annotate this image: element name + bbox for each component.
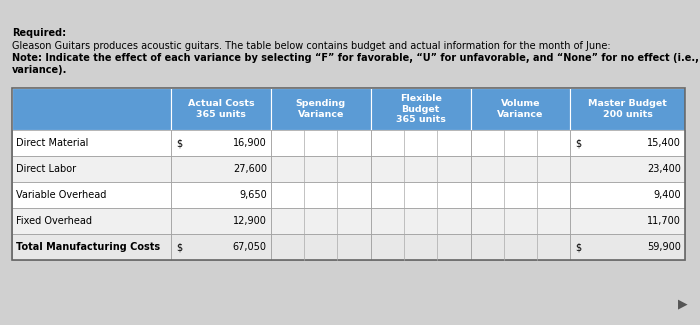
Text: Master Budget
200 units: Master Budget 200 units (588, 99, 667, 119)
Bar (570, 130, 685, 156)
Bar (12, 182, 171, 208)
Bar (371, 208, 470, 234)
Text: $: $ (575, 138, 582, 148)
Bar (12, 234, 171, 260)
Text: Flexible
Budget
365 units: Flexible Budget 365 units (395, 94, 445, 124)
Bar (171, 208, 271, 234)
Text: $: $ (575, 242, 582, 252)
Bar (570, 88, 685, 130)
Text: 67,050: 67,050 (233, 242, 267, 252)
Bar (12, 130, 171, 156)
Bar (371, 234, 470, 260)
Text: 23,400: 23,400 (647, 164, 681, 174)
Text: 9,650: 9,650 (239, 190, 267, 200)
Text: Spending
Variance: Spending Variance (295, 99, 346, 119)
Bar (171, 234, 271, 260)
Text: Volume
Variance: Volume Variance (497, 99, 544, 119)
Text: $: $ (176, 138, 182, 148)
Bar (271, 182, 371, 208)
Bar (470, 234, 570, 260)
Bar (470, 130, 570, 156)
Bar (371, 130, 470, 156)
Bar (271, 130, 371, 156)
Text: $: $ (176, 242, 182, 252)
Text: Fixed Overhead: Fixed Overhead (16, 216, 92, 226)
Bar (271, 208, 371, 234)
Text: Direct Labor: Direct Labor (16, 164, 76, 174)
Text: 59,900: 59,900 (647, 242, 681, 252)
Bar (12, 208, 171, 234)
Text: Variable Overhead: Variable Overhead (16, 190, 106, 200)
Text: Note: Indicate the effect of each variance by selecting “F” for favorable, “U” f: Note: Indicate the effect of each varian… (12, 53, 700, 63)
Bar (371, 88, 470, 130)
Bar (171, 182, 271, 208)
Bar (470, 156, 570, 182)
Bar (271, 234, 371, 260)
Bar (171, 88, 271, 130)
Text: Required:: Required: (12, 28, 66, 38)
Bar (171, 130, 271, 156)
Text: 27,600: 27,600 (233, 164, 267, 174)
Bar (470, 88, 570, 130)
Text: Direct Material: Direct Material (16, 138, 88, 148)
Bar (371, 182, 470, 208)
Text: 11,700: 11,700 (647, 216, 681, 226)
Text: ▶: ▶ (678, 297, 688, 310)
Bar (12, 88, 685, 260)
Bar (12, 88, 171, 130)
Text: Actual Costs
365 units: Actual Costs 365 units (188, 99, 254, 119)
Text: Total Manufacturing Costs: Total Manufacturing Costs (16, 242, 160, 252)
Bar (570, 234, 685, 260)
Bar (271, 88, 371, 130)
Bar (470, 208, 570, 234)
Bar (371, 156, 470, 182)
Bar (470, 182, 570, 208)
Text: 9,400: 9,400 (653, 190, 681, 200)
Bar (271, 156, 371, 182)
Bar (570, 208, 685, 234)
Bar (171, 156, 271, 182)
Text: Gleason Guitars produces acoustic guitars. The table below contains budget and a: Gleason Guitars produces acoustic guitar… (12, 41, 610, 51)
Bar (570, 182, 685, 208)
Text: 16,900: 16,900 (233, 138, 267, 148)
Bar (12, 156, 171, 182)
Text: 12,900: 12,900 (233, 216, 267, 226)
Text: 15,400: 15,400 (647, 138, 681, 148)
Bar (570, 156, 685, 182)
Text: variance).: variance). (12, 65, 67, 75)
